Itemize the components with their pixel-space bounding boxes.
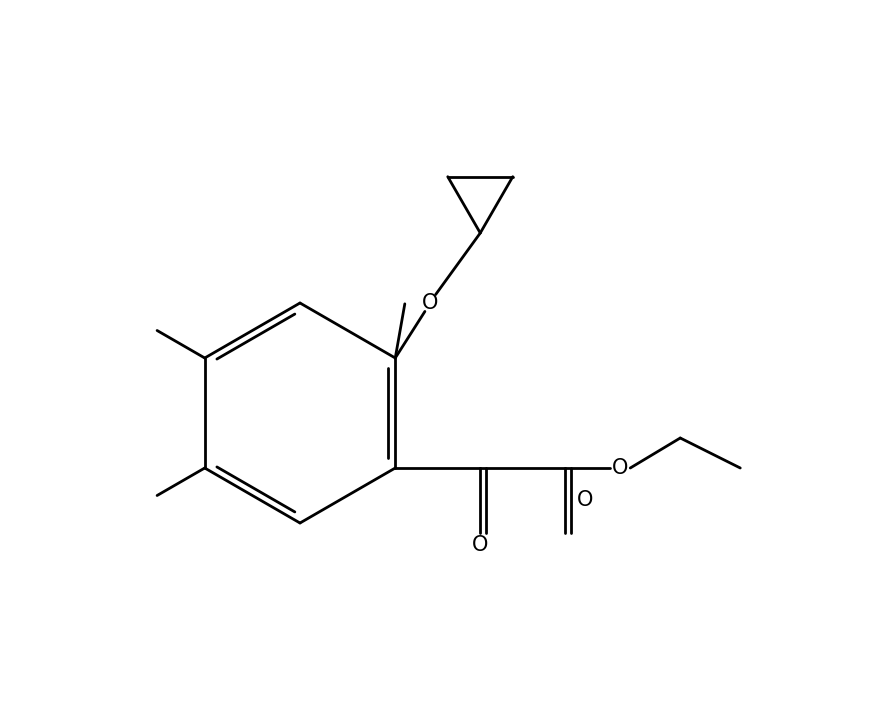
- Text: O: O: [472, 535, 489, 555]
- Text: O: O: [612, 458, 629, 478]
- Text: O: O: [422, 293, 438, 313]
- Text: O: O: [577, 490, 593, 510]
